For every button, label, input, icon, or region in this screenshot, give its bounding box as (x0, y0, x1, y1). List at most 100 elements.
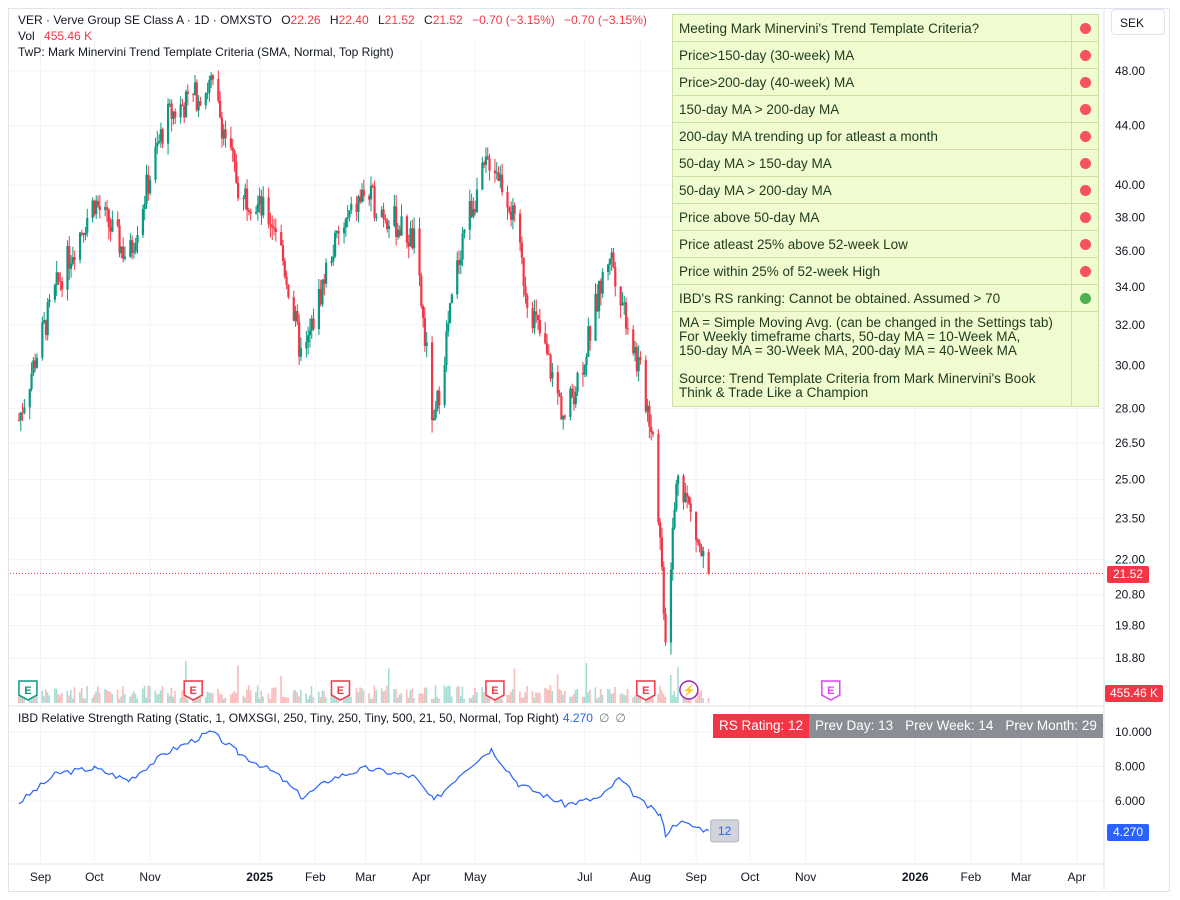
volume-bar (619, 694, 622, 703)
candle-body (245, 188, 249, 211)
time-tick-label: Nov (795, 870, 816, 884)
volume-bar (82, 697, 85, 703)
price-tick-label: 30.00 (1115, 358, 1145, 372)
candle-body (312, 318, 315, 330)
svg-text:E: E (337, 685, 344, 697)
status-dot-green (1079, 292, 1091, 304)
volume-bar (269, 698, 272, 703)
volume-bar (129, 696, 131, 703)
volume-bar (330, 690, 333, 703)
volume-bar (522, 697, 525, 703)
volume-bar (551, 690, 554, 703)
volume-bar (546, 688, 548, 703)
candle-body (686, 493, 689, 497)
volume-bar (445, 687, 448, 703)
volume-bar (73, 687, 76, 703)
volume-bar (443, 685, 446, 703)
candle-body (576, 372, 579, 392)
candle-body (199, 101, 202, 106)
candle-body (626, 328, 629, 330)
volume-bar (560, 690, 562, 703)
candle-body (192, 93, 195, 95)
candle-body (486, 156, 489, 159)
volume-bar (423, 687, 426, 703)
candle-body (430, 342, 434, 421)
candle-body (183, 106, 186, 118)
currency-button[interactable]: SEK (1111, 9, 1165, 35)
time-tick-label: Apr (1068, 870, 1087, 884)
candle-body (509, 211, 513, 220)
candle-body (123, 256, 127, 259)
volume-bar (332, 693, 334, 703)
volume-bar (208, 692, 210, 703)
price-tick-label: 40.00 (1115, 178, 1145, 192)
volume-bar (170, 687, 173, 703)
criteria-label: Price above 50-day MA (679, 209, 820, 225)
candle-body (262, 197, 265, 216)
ohlc-open: O22.26 (281, 13, 321, 27)
volume-bar (698, 691, 701, 703)
symbol-info[interactable]: VER · Verve Group SE Class A · 1D · OMXS… (18, 13, 272, 27)
volume-bar (434, 685, 437, 703)
candle-body (538, 320, 541, 334)
volume-bar (513, 668, 516, 703)
volume-bar (499, 698, 501, 703)
candle-body (675, 484, 678, 510)
rs-prev-day: Prev Day: 13 (809, 714, 900, 738)
candle-body (197, 101, 200, 111)
volume-bar (41, 690, 43, 703)
candle-body (445, 331, 448, 366)
volume-bar (219, 693, 221, 703)
candle-body (651, 432, 655, 434)
candle-body (131, 240, 134, 253)
volume-bar (70, 689, 72, 703)
candle-body (35, 357, 39, 368)
volume-bar (57, 693, 60, 703)
volume-bar (623, 694, 625, 703)
candle-body (522, 257, 525, 287)
candle-body (387, 225, 391, 230)
hide-icon-2[interactable]: ∅ (615, 711, 626, 725)
candle-body (308, 330, 312, 336)
criteria-row: Meeting Mark Minervini's Trend Template … (673, 15, 1098, 42)
earnings-marker: E (485, 680, 505, 701)
volume-bar (149, 686, 151, 703)
candle-body (132, 251, 136, 253)
volume-bar (519, 691, 521, 703)
volume-bar (574, 690, 577, 703)
dividend-marker: ⚡ (679, 680, 699, 700)
volume-bar (662, 693, 665, 703)
volume-bar (97, 686, 99, 703)
volume-label: Vol (18, 29, 35, 43)
volume-bar (21, 697, 24, 703)
candle-body (258, 196, 261, 205)
time-tick-label: May (464, 870, 487, 884)
volume-bar (431, 698, 433, 703)
volume-bar (386, 685, 388, 703)
volume-bar (468, 698, 471, 703)
candle-body (407, 242, 410, 247)
volume-bar (438, 698, 440, 703)
hide-icon[interactable]: ∅ (598, 711, 610, 725)
candle-body (360, 189, 364, 202)
criteria-label: 50-day MA > 150-day MA (679, 155, 832, 171)
volume-bar (671, 695, 674, 703)
indicator-title[interactable]: TwP: Mark Minervini Trend Template Crite… (18, 45, 394, 59)
volume-bar (508, 694, 510, 703)
candle-body (350, 203, 353, 211)
volume-bar (310, 686, 313, 703)
candle-body (323, 279, 326, 284)
volume-bar (639, 693, 642, 703)
candle-body (386, 220, 389, 230)
rs-indicator-label[interactable]: IBD Relative Strength Rating (Static, 1,… (18, 711, 626, 725)
price-tick-label: 48.00 (1115, 64, 1145, 78)
candle-body (116, 219, 119, 226)
volume-bar (547, 690, 550, 703)
criteria-label: 150-day MA > 200-day MA (679, 101, 840, 117)
svg-text:E: E (491, 685, 498, 697)
rs-value-tag: 4.270 (1107, 824, 1149, 841)
volume-bar (520, 697, 523, 703)
volume-bar (393, 689, 395, 703)
candle-body (305, 342, 308, 349)
candle-body (707, 552, 710, 574)
